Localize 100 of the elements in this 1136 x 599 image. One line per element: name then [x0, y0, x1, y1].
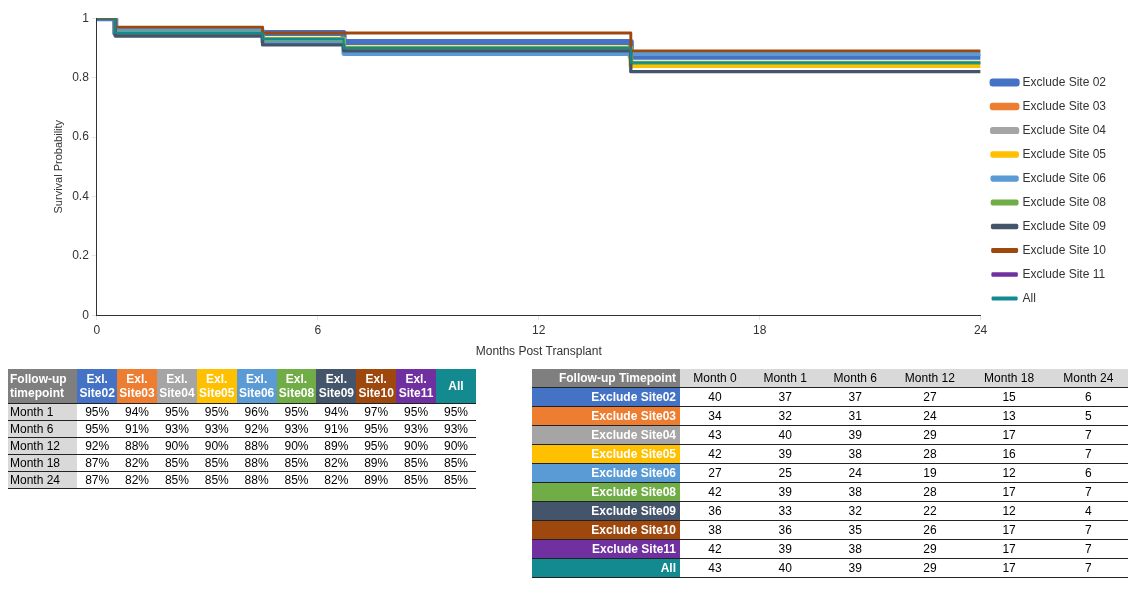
y-tick-label: Month 6: [8, 420, 78, 438]
data-label: 92%: [77, 437, 118, 455]
data-label: 95%: [356, 437, 397, 455]
data-label: 95%: [435, 403, 476, 421]
data-label: 42: [680, 482, 751, 502]
data-label: 43: [680, 425, 751, 445]
data-label: 95%: [196, 403, 237, 421]
data-label: 35: [820, 520, 891, 540]
y-tick-label: Month 1: [8, 403, 78, 421]
data-label: 26: [890, 520, 970, 540]
x-tick-label: 24: [973, 322, 988, 337]
data-label: 29: [890, 539, 970, 559]
x-tick-label: Month 24: [1048, 369, 1128, 388]
data-label: 13: [969, 406, 1049, 426]
data-label: 7: [1048, 425, 1128, 445]
data-label: 85%: [196, 454, 237, 472]
y-tick-label: Month 12: [8, 437, 78, 455]
data-label: 17: [969, 520, 1049, 540]
data-label: 93%: [156, 420, 197, 438]
label-swatch: Exl. Site02: [77, 369, 118, 404]
data-label: 82%: [117, 471, 157, 489]
data-label: 28: [890, 482, 970, 502]
legend-label: All: [1022, 290, 1036, 305]
label-swatch: Exl. Site06: [236, 369, 277, 404]
label-swatch: Exl. Site09: [316, 369, 357, 404]
data-label: 95%: [396, 403, 436, 421]
x-axis-title: Months Post Transplant: [475, 344, 603, 359]
data-label: 12: [969, 501, 1049, 521]
data-label: 32: [820, 501, 891, 521]
data-label: 88%: [236, 454, 277, 472]
data-label: 25: [750, 463, 821, 483]
data-label: 39: [820, 425, 891, 445]
label-swatch: Exl. Site05: [196, 369, 237, 404]
data-label: 24: [890, 406, 970, 426]
data-label: 88%: [236, 471, 277, 489]
y-tick-label: Month 24: [8, 471, 78, 489]
legend-label: Exclude Site 09: [1022, 218, 1107, 233]
data-label: 96%: [236, 403, 277, 421]
data-label: 37: [820, 387, 891, 407]
data-label: 17: [969, 482, 1049, 502]
data-label: 91%: [117, 420, 157, 438]
data-label: 7: [1048, 558, 1128, 578]
data-label: 40: [750, 425, 821, 445]
data-label: 17: [969, 558, 1049, 578]
data-label: 85%: [276, 471, 317, 489]
data-label: 85%: [156, 454, 197, 472]
data-label: 85%: [156, 471, 197, 489]
legend-label: Exclude Site 08: [1022, 194, 1107, 209]
label-swatch: Exl. Site08: [276, 369, 317, 404]
data-label: 7: [1048, 520, 1128, 540]
legend-label: Exclude Site 02: [1022, 74, 1107, 89]
data-label: 82%: [316, 471, 357, 489]
label-swatch: Exl. Site03: [117, 369, 157, 404]
label-swatch: Exl. Site11: [396, 369, 436, 404]
data-label: 39: [750, 482, 821, 502]
data-label: 38: [820, 539, 891, 559]
y-tick-label: 0.6: [72, 129, 90, 144]
legend-label: Exclude Site 11: [1022, 266, 1106, 281]
data-label: 93%: [276, 420, 317, 438]
data-label: 17: [969, 539, 1049, 559]
data-label: 7: [1048, 444, 1128, 464]
data-label: 42: [680, 444, 751, 464]
data-label: 90%: [276, 437, 317, 455]
data-label: 7: [1048, 539, 1128, 559]
y-tick-label: 0.4: [72, 188, 90, 203]
data-label: 85%: [435, 471, 476, 489]
data-label: 93%: [396, 420, 436, 438]
data-label: 27: [890, 387, 970, 407]
data-label: 87%: [77, 454, 118, 472]
data-label: 29: [890, 558, 970, 578]
data-label: 93%: [435, 420, 476, 438]
label-swatch: All: [436, 369, 476, 404]
chart-title: Follow-up Timepoint: [532, 369, 680, 388]
data-label: 38: [680, 520, 751, 540]
legend-label: Exclude Site 10: [1022, 242, 1107, 257]
data-label: 89%: [356, 454, 397, 472]
x-tick-label: Month 0: [680, 369, 751, 388]
data-label: 85%: [396, 454, 436, 472]
y-tick-label: Month 18: [8, 454, 78, 472]
x-tick-label: 18: [753, 322, 767, 337]
data-label: 95%: [356, 420, 397, 438]
data-label: 38: [820, 444, 891, 464]
data-label: 34: [680, 406, 751, 426]
data-label: 39: [820, 558, 891, 578]
x-tick-label: 0: [93, 322, 101, 337]
data-label: 90%: [196, 437, 237, 455]
data-label: 42: [680, 539, 751, 559]
data-label: 95%: [276, 403, 317, 421]
data-label: 92%: [236, 420, 277, 438]
data-label: 85%: [196, 471, 237, 489]
data-label: 97%: [356, 403, 397, 421]
data-label: 85%: [435, 454, 476, 472]
data-label: 95%: [77, 403, 118, 421]
data-label: 87%: [77, 471, 118, 489]
data-label: 7: [1048, 482, 1128, 502]
y-tick-label: 0.8: [72, 69, 90, 84]
data-label: 6: [1048, 463, 1128, 483]
x-tick-label: 6: [314, 322, 322, 337]
data-label: 36: [750, 520, 821, 540]
data-label: 19: [890, 463, 970, 483]
